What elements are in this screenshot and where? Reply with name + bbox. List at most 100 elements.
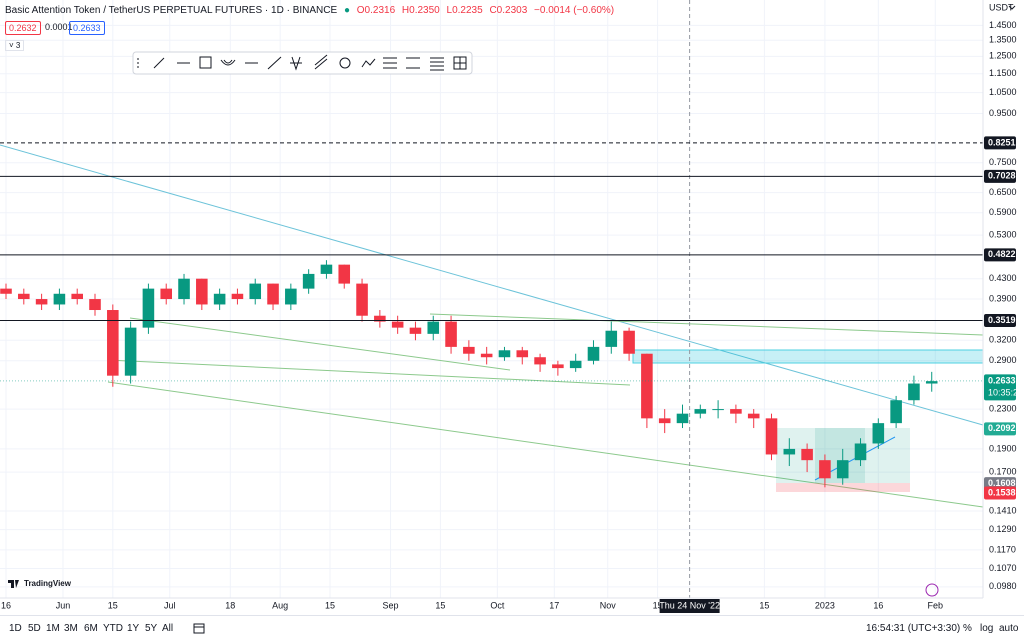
y-tick-label: 0.1410	[989, 505, 1017, 515]
candle-body	[285, 288, 297, 305]
candle-body	[730, 409, 742, 414]
range-button[interactable]: 5D	[28, 623, 41, 634]
indicators-toggle[interactable]: ˅ 3	[5, 40, 25, 51]
price-badge	[984, 169, 1016, 183]
price-badge	[984, 313, 1016, 327]
x-tick-label: 15	[108, 600, 118, 610]
x-tick-label: 17	[549, 600, 559, 610]
candle-body	[516, 350, 529, 358]
y-tick-label: 0.4300	[989, 273, 1017, 283]
ohlc-low: L0.2235	[446, 5, 483, 16]
x-tick-label: Aug	[272, 600, 288, 610]
candle-body	[213, 293, 226, 305]
ohlc-open: O0.2316	[356, 5, 396, 16]
y-tick-label: 0.1290	[989, 524, 1017, 534]
price-badge-label: 0.4822	[988, 249, 1016, 259]
y-tick-label: 0.7500	[989, 157, 1017, 167]
calendar-icon[interactable]	[193, 622, 205, 634]
x-tick-label: Jul	[164, 600, 176, 610]
candle-body	[676, 413, 689, 424]
price-badge-label: 0.1608	[988, 478, 1016, 488]
drawing-toolbar[interactable]	[132, 51, 473, 75]
y-tick-label: 0.0980	[989, 581, 1017, 591]
x-tick-label: 15	[435, 600, 445, 610]
indicator-count: 3	[15, 41, 21, 50]
scale-option[interactable]: %	[963, 623, 972, 634]
price-badge-label: 0.1538	[988, 487, 1016, 497]
price-badge	[984, 374, 1016, 401]
event-icon[interactable]	[925, 583, 939, 597]
candle-body	[445, 321, 457, 347]
zone	[632, 349, 984, 364]
price-badge-label: 0.3519	[988, 315, 1016, 325]
candle-body	[480, 353, 493, 358]
candle-body	[854, 443, 867, 461]
candle-body	[71, 293, 83, 300]
candle-body	[783, 448, 796, 455]
price-badge	[984, 486, 1016, 500]
loss-zone	[776, 483, 910, 492]
candle-body	[356, 283, 368, 316]
x-tick-label: Nov	[600, 600, 617, 610]
candle-body	[249, 283, 262, 300]
range-button[interactable]: 1M	[46, 623, 60, 634]
candle-body	[765, 418, 778, 455]
x-tick-label: Feb	[928, 600, 944, 610]
y-tick-label: 1.0500	[989, 87, 1017, 97]
x-tick-label: 18	[225, 600, 235, 610]
range-button[interactable]: 6M	[84, 623, 98, 634]
scale-option[interactable]: log	[980, 623, 994, 634]
candles	[0, 260, 938, 488]
ask[interactable]: 0.2633	[69, 21, 105, 35]
dropdown-icon	[1008, 5, 1016, 10]
candle-body	[819, 460, 831, 479]
candle-body	[890, 400, 902, 424]
range-button[interactable]: 1D	[9, 623, 22, 634]
range-button[interactable]: YTD	[103, 623, 123, 634]
scale-option[interactable]: auto	[999, 623, 1019, 634]
candle-body	[801, 448, 813, 461]
candle-body	[196, 278, 208, 305]
brand: TradingView	[24, 579, 72, 588]
y-tick-label: 1.3500	[989, 35, 1017, 45]
candle-body	[409, 327, 422, 334]
ohlc-change: −0.0014 (−0.60%)	[534, 5, 615, 16]
y-tick-label: 0.5900	[989, 207, 1017, 217]
y-tick-label: 0.9500	[989, 108, 1017, 118]
candle-body	[35, 299, 48, 305]
x-tick-label: Oct	[490, 600, 505, 610]
candle-body	[623, 330, 635, 354]
candle-body	[712, 409, 724, 411]
candle-body	[231, 293, 244, 300]
range-button[interactable]: 5Y	[145, 623, 158, 634]
range-button[interactable]: All	[162, 623, 174, 634]
status-dot: ●	[343, 5, 350, 16]
candle-body	[0, 288, 12, 294]
candle-body	[107, 310, 119, 376]
candle-body	[391, 321, 404, 328]
candle-body	[178, 278, 190, 300]
candle-body	[605, 330, 618, 347]
unit: USDT	[989, 2, 1014, 12]
candle-body	[569, 360, 582, 369]
price-badge-label: 0.2092	[988, 423, 1016, 433]
x-tick-label: 15	[325, 600, 335, 610]
candle-body	[320, 264, 333, 274]
range-button[interactable]: 3M	[64, 623, 78, 634]
symbol-title: Basic Attention Token / TetherUS PERPETU…	[5, 5, 338, 16]
bid[interactable]: 0.2632	[5, 21, 41, 35]
candle-body	[89, 299, 101, 311]
price-badge-label: 0.8251	[988, 137, 1016, 147]
x-tick-label: Sep	[383, 600, 399, 610]
trend-line	[107, 381, 984, 508]
countdown: 10:35:29	[988, 387, 1023, 397]
candle-body	[534, 357, 546, 365]
candle-body	[836, 460, 849, 479]
price-badge	[984, 248, 1016, 262]
price-axis	[983, 0, 1024, 615]
candle-body	[267, 283, 279, 305]
candle-body	[872, 423, 885, 444]
range-button[interactable]: 1Y	[127, 623, 140, 634]
y-tick-label: 1.4500	[989, 20, 1017, 30]
